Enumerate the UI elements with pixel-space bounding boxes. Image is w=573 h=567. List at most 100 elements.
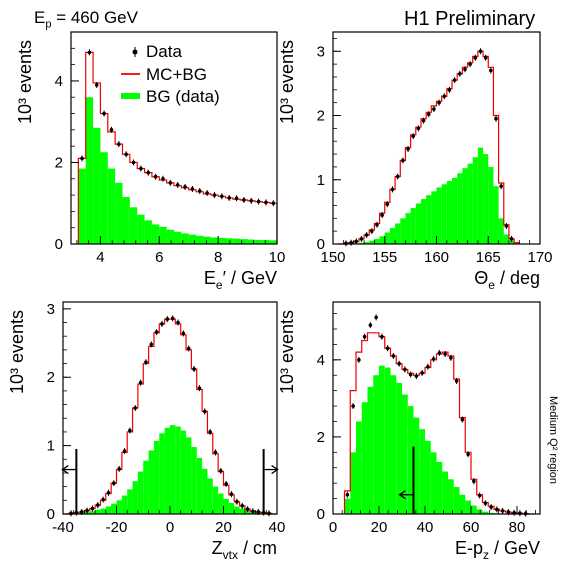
data-point <box>90 506 95 511</box>
data-point <box>202 409 207 414</box>
cut-arrow-head <box>271 465 279 475</box>
data-point <box>359 237 364 241</box>
legend-bg-swatch <box>121 93 140 99</box>
data-point <box>443 352 447 356</box>
bg-bar <box>85 97 94 244</box>
data-point <box>183 185 187 189</box>
bg-bar <box>151 224 160 244</box>
data-point <box>224 482 228 486</box>
y-tick-label: 4 <box>317 352 325 369</box>
data-point <box>385 346 390 351</box>
data-point <box>117 142 121 146</box>
x-tick-label: 160 <box>424 249 449 266</box>
x-tick-label: 6 <box>155 249 163 266</box>
data-point <box>477 493 482 498</box>
data-point <box>362 334 367 339</box>
bg-bar <box>459 494 466 514</box>
bg-bar <box>196 235 204 244</box>
bg-bar <box>196 457 203 514</box>
data-point <box>197 189 202 193</box>
bg-bar <box>218 493 224 514</box>
bg-bar <box>446 181 453 244</box>
bg-bar <box>430 452 437 514</box>
bg-bar <box>503 234 509 244</box>
data-point <box>460 417 465 422</box>
data-point <box>219 469 223 473</box>
data-point <box>128 428 132 433</box>
data-point <box>122 449 127 453</box>
bg-bar <box>493 186 499 244</box>
data-point <box>190 187 195 191</box>
bg-bar <box>234 506 240 514</box>
legend-data-marker <box>132 49 138 55</box>
data-point <box>227 196 231 200</box>
bg-bar <box>389 227 396 244</box>
x-tick-label: 20 <box>215 519 232 536</box>
data-point <box>401 158 405 163</box>
x-tick-label: 4 <box>96 249 104 266</box>
data-point <box>213 450 218 455</box>
data-point <box>390 187 395 192</box>
data-point <box>426 364 430 369</box>
y-tick-label: 3 <box>47 301 55 318</box>
bg-bar <box>390 375 397 514</box>
x-tick-label: 170 <box>527 249 552 266</box>
x-tick-label: 165 <box>476 249 501 266</box>
data-point <box>380 334 384 339</box>
bg-bar <box>121 495 128 514</box>
data-point <box>344 241 348 246</box>
bg-bar <box>436 461 443 514</box>
bg-bar <box>111 503 117 514</box>
x-tick-label: -20 <box>106 519 128 536</box>
data-point <box>452 78 457 82</box>
data-point <box>345 492 350 497</box>
bg-bar <box>225 238 233 244</box>
x-tick-label: 40 <box>269 519 286 536</box>
data-point <box>168 181 173 185</box>
y-tick-label: 2 <box>47 369 55 386</box>
bg-bar <box>132 481 138 514</box>
bg-bar <box>356 421 362 514</box>
y-tick-label: 3 <box>317 43 325 60</box>
data-point <box>271 201 276 206</box>
y-tick-label: 4 <box>55 73 63 90</box>
data-point <box>175 183 180 187</box>
data-point <box>149 342 154 347</box>
bg-bar <box>122 197 130 244</box>
data-point <box>144 360 148 364</box>
bg-bar <box>105 506 112 514</box>
bg-bar <box>100 152 108 244</box>
data-point <box>499 184 503 188</box>
bg-bar <box>180 430 187 514</box>
data-point <box>391 354 396 358</box>
y-tick-label: 2 <box>55 154 63 171</box>
bg-bar <box>115 182 123 244</box>
beam-energy-symbol: E <box>34 8 46 27</box>
bg-bar <box>212 486 219 514</box>
data-point <box>85 508 89 513</box>
y-axis-label: 10³ events <box>277 40 297 124</box>
bg-bar <box>374 238 380 244</box>
x-tick-label: 80 <box>509 519 526 536</box>
bg-bar <box>269 240 277 244</box>
data-point <box>95 503 100 507</box>
bg-bar <box>207 478 213 514</box>
bg-bar <box>93 127 101 244</box>
data-point <box>154 330 159 334</box>
data-point <box>87 50 92 55</box>
x-tick-label: -40 <box>52 519 74 536</box>
data-point <box>245 507 250 512</box>
data-point <box>251 509 255 514</box>
data-point <box>264 200 268 205</box>
x-tick-label: 60 <box>463 519 480 536</box>
data-point <box>420 371 424 375</box>
data-point <box>124 152 128 157</box>
bg-bar <box>471 505 477 514</box>
data-point <box>153 174 158 179</box>
data-point <box>449 356 453 360</box>
bg-bar <box>488 166 494 244</box>
bg-bar <box>344 498 351 514</box>
bg-bar <box>166 229 174 244</box>
bg-bar <box>232 238 241 244</box>
data-point <box>133 406 138 410</box>
